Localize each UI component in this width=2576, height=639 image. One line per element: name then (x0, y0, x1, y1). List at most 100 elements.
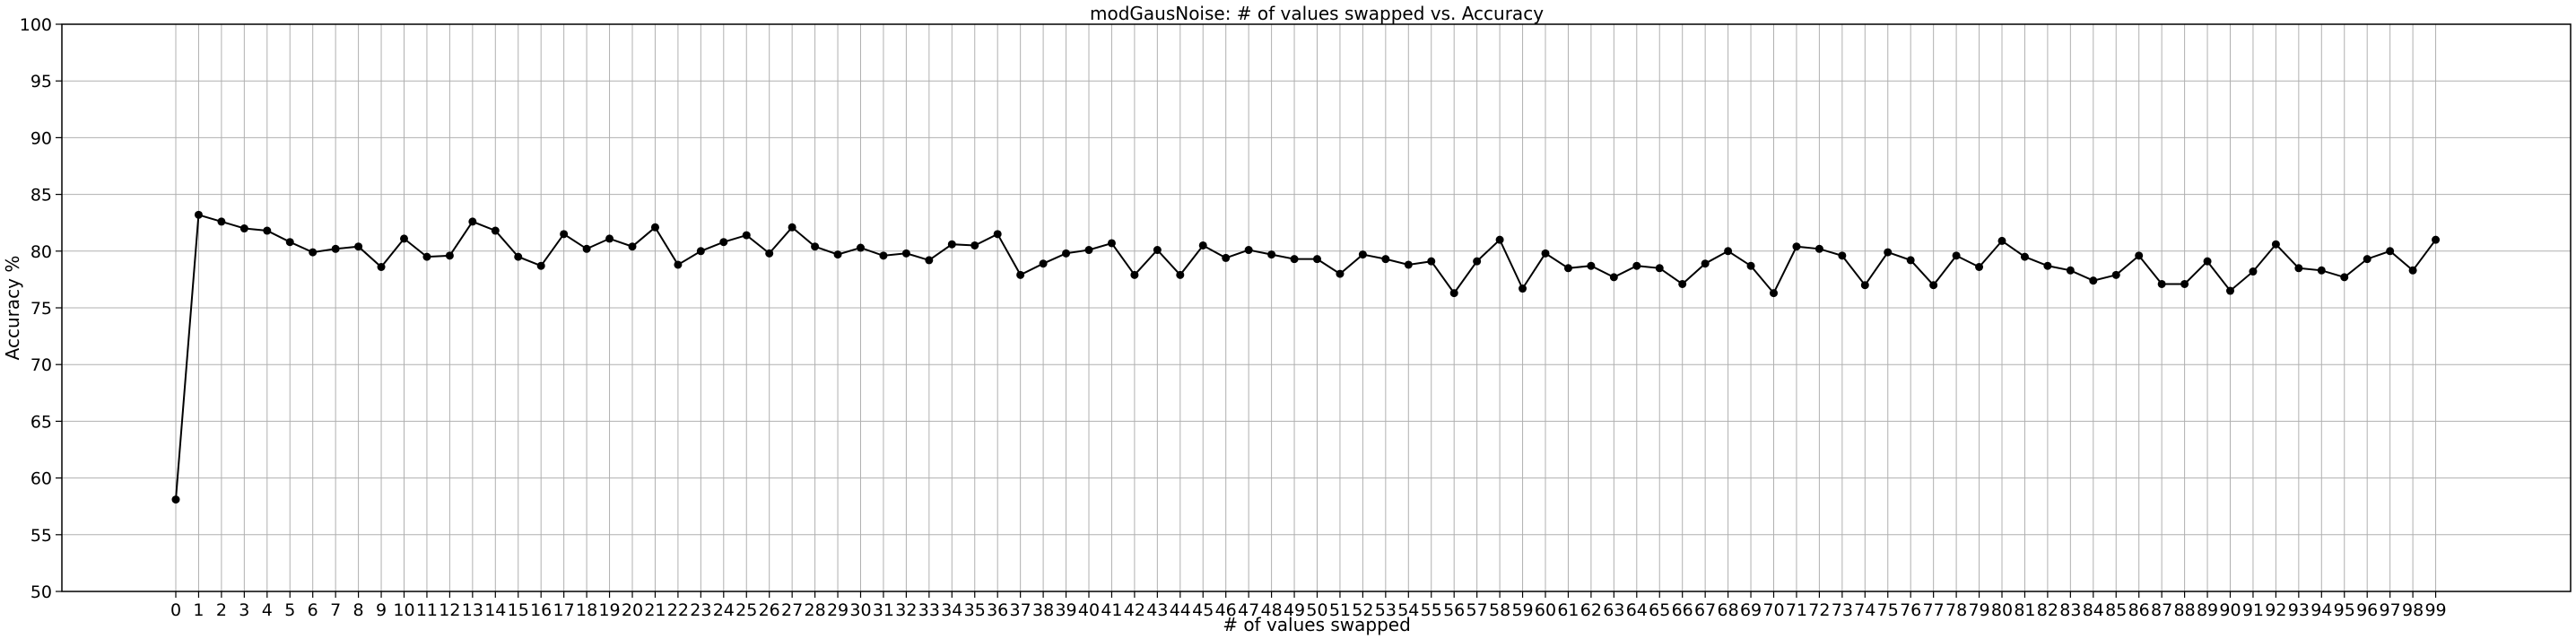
data-point (1884, 248, 1893, 257)
x-tick-label: 92 (2265, 600, 2286, 620)
data-point (788, 223, 796, 232)
data-point (2249, 267, 2258, 276)
x-tick-label: 28 (805, 600, 826, 620)
data-point (2020, 252, 2029, 261)
x-tick-label: 80 (1991, 600, 2013, 620)
data-point (1473, 257, 1482, 266)
data-point (1563, 264, 1572, 273)
x-tick-label: 71 (1786, 600, 1807, 620)
data-point (2157, 279, 2166, 288)
x-tick-label: 46 (1215, 600, 1237, 620)
x-tick-label: 58 (1489, 600, 1510, 620)
data-point (1290, 255, 1299, 264)
x-tick-label: 30 (849, 600, 871, 620)
data-point (857, 243, 865, 252)
x-tick-label: 83 (2059, 600, 2081, 620)
data-point (1838, 251, 1847, 260)
data-point (2111, 270, 2120, 279)
x-tick-label: 69 (1740, 600, 1762, 620)
data-point (1609, 273, 1618, 282)
x-tick-label: 19 (598, 600, 620, 620)
x-tick-label: 87 (2151, 600, 2172, 620)
data-point (970, 241, 979, 249)
x-tick-label: 20 (622, 600, 643, 620)
data-point (377, 262, 386, 271)
data-point (2043, 261, 2052, 270)
data-point (1701, 259, 1710, 268)
x-tick-label: 70 (1762, 600, 1784, 620)
data-point (1153, 246, 1162, 255)
data-point (263, 226, 272, 235)
data-point (1176, 270, 1185, 279)
x-tick-label: 57 (1466, 600, 1488, 620)
x-tick-label: 36 (987, 600, 1008, 620)
data-point (1632, 261, 1641, 270)
x-tick-label: 89 (2197, 600, 2218, 620)
x-tick-label: 60 (1535, 600, 1556, 620)
x-tick-label: 85 (2105, 600, 2127, 620)
data-point (1975, 262, 1984, 271)
data-point (1198, 241, 1207, 249)
data-point (2386, 247, 2395, 256)
data-point (536, 261, 545, 270)
x-tick-label: 32 (895, 600, 917, 620)
data-point (1358, 250, 1367, 259)
series-accuracy (171, 210, 2441, 504)
data-point (2317, 266, 2326, 275)
x-tick-label: 10 (393, 600, 414, 620)
x-tick-label: 8 (353, 600, 364, 620)
x-tick-label: 98 (2402, 600, 2424, 620)
data-point (2271, 240, 2280, 249)
data-point (1130, 270, 1139, 279)
x-tick-label: 47 (1238, 600, 1259, 620)
y-tick-label: 85 (30, 186, 52, 206)
data-point (1222, 253, 1231, 262)
x-tick-label: 75 (1877, 600, 1899, 620)
data-point (1244, 246, 1253, 255)
y-tick-label: 55 (30, 526, 52, 546)
x-tick-label: 82 (2037, 600, 2058, 620)
x-tick-label: 68 (1718, 600, 1739, 620)
data-point (1449, 289, 1458, 298)
x-tick-label: 95 (2334, 600, 2355, 620)
data-point (2294, 264, 2303, 273)
data-point (400, 234, 408, 243)
data-point (1678, 279, 1687, 288)
x-tick-label: 25 (735, 600, 757, 620)
grid-lines (62, 23, 2571, 592)
data-point (925, 256, 934, 265)
x-tick-label: 39 (1055, 600, 1076, 620)
x-tick-label: 45 (1192, 600, 1214, 620)
data-point (309, 248, 318, 257)
x-tick-label: 72 (1808, 600, 1830, 620)
data-point (217, 217, 226, 226)
data-point (2135, 251, 2144, 260)
x-tick-label: 79 (1968, 600, 1989, 620)
x-tick-label: 42 (1124, 600, 1145, 620)
data-point (1107, 239, 1116, 248)
data-point (742, 231, 751, 240)
y-tick-label: 90 (30, 128, 52, 148)
data-point (1267, 250, 1276, 259)
data-point (2226, 286, 2234, 295)
y-tick-label: 50 (30, 582, 52, 602)
x-tick-label: 54 (1397, 600, 1419, 620)
data-point (2363, 255, 2371, 264)
x-tick-label: 59 (1511, 600, 1533, 620)
x-tick-label: 90 (2219, 600, 2241, 620)
x-tick-label: 64 (1626, 600, 1648, 620)
x-tick-label: 23 (690, 600, 711, 620)
data-point (1815, 244, 1823, 253)
x-tick-label: 76 (1900, 600, 1921, 620)
data-point (2180, 279, 2189, 288)
data-point (1404, 260, 1413, 269)
data-point (2066, 266, 2075, 275)
x-tick-label: 41 (1101, 600, 1122, 620)
chart-title: modGausNoise: # of values swapped vs. Ac… (1090, 3, 1544, 24)
data-point (422, 252, 431, 261)
x-tick-label: 16 (530, 600, 552, 620)
x-tick-label: 40 (1078, 600, 1100, 620)
x-tick-label: 29 (827, 600, 849, 620)
data-point (468, 217, 477, 226)
data-point (1792, 242, 1801, 251)
